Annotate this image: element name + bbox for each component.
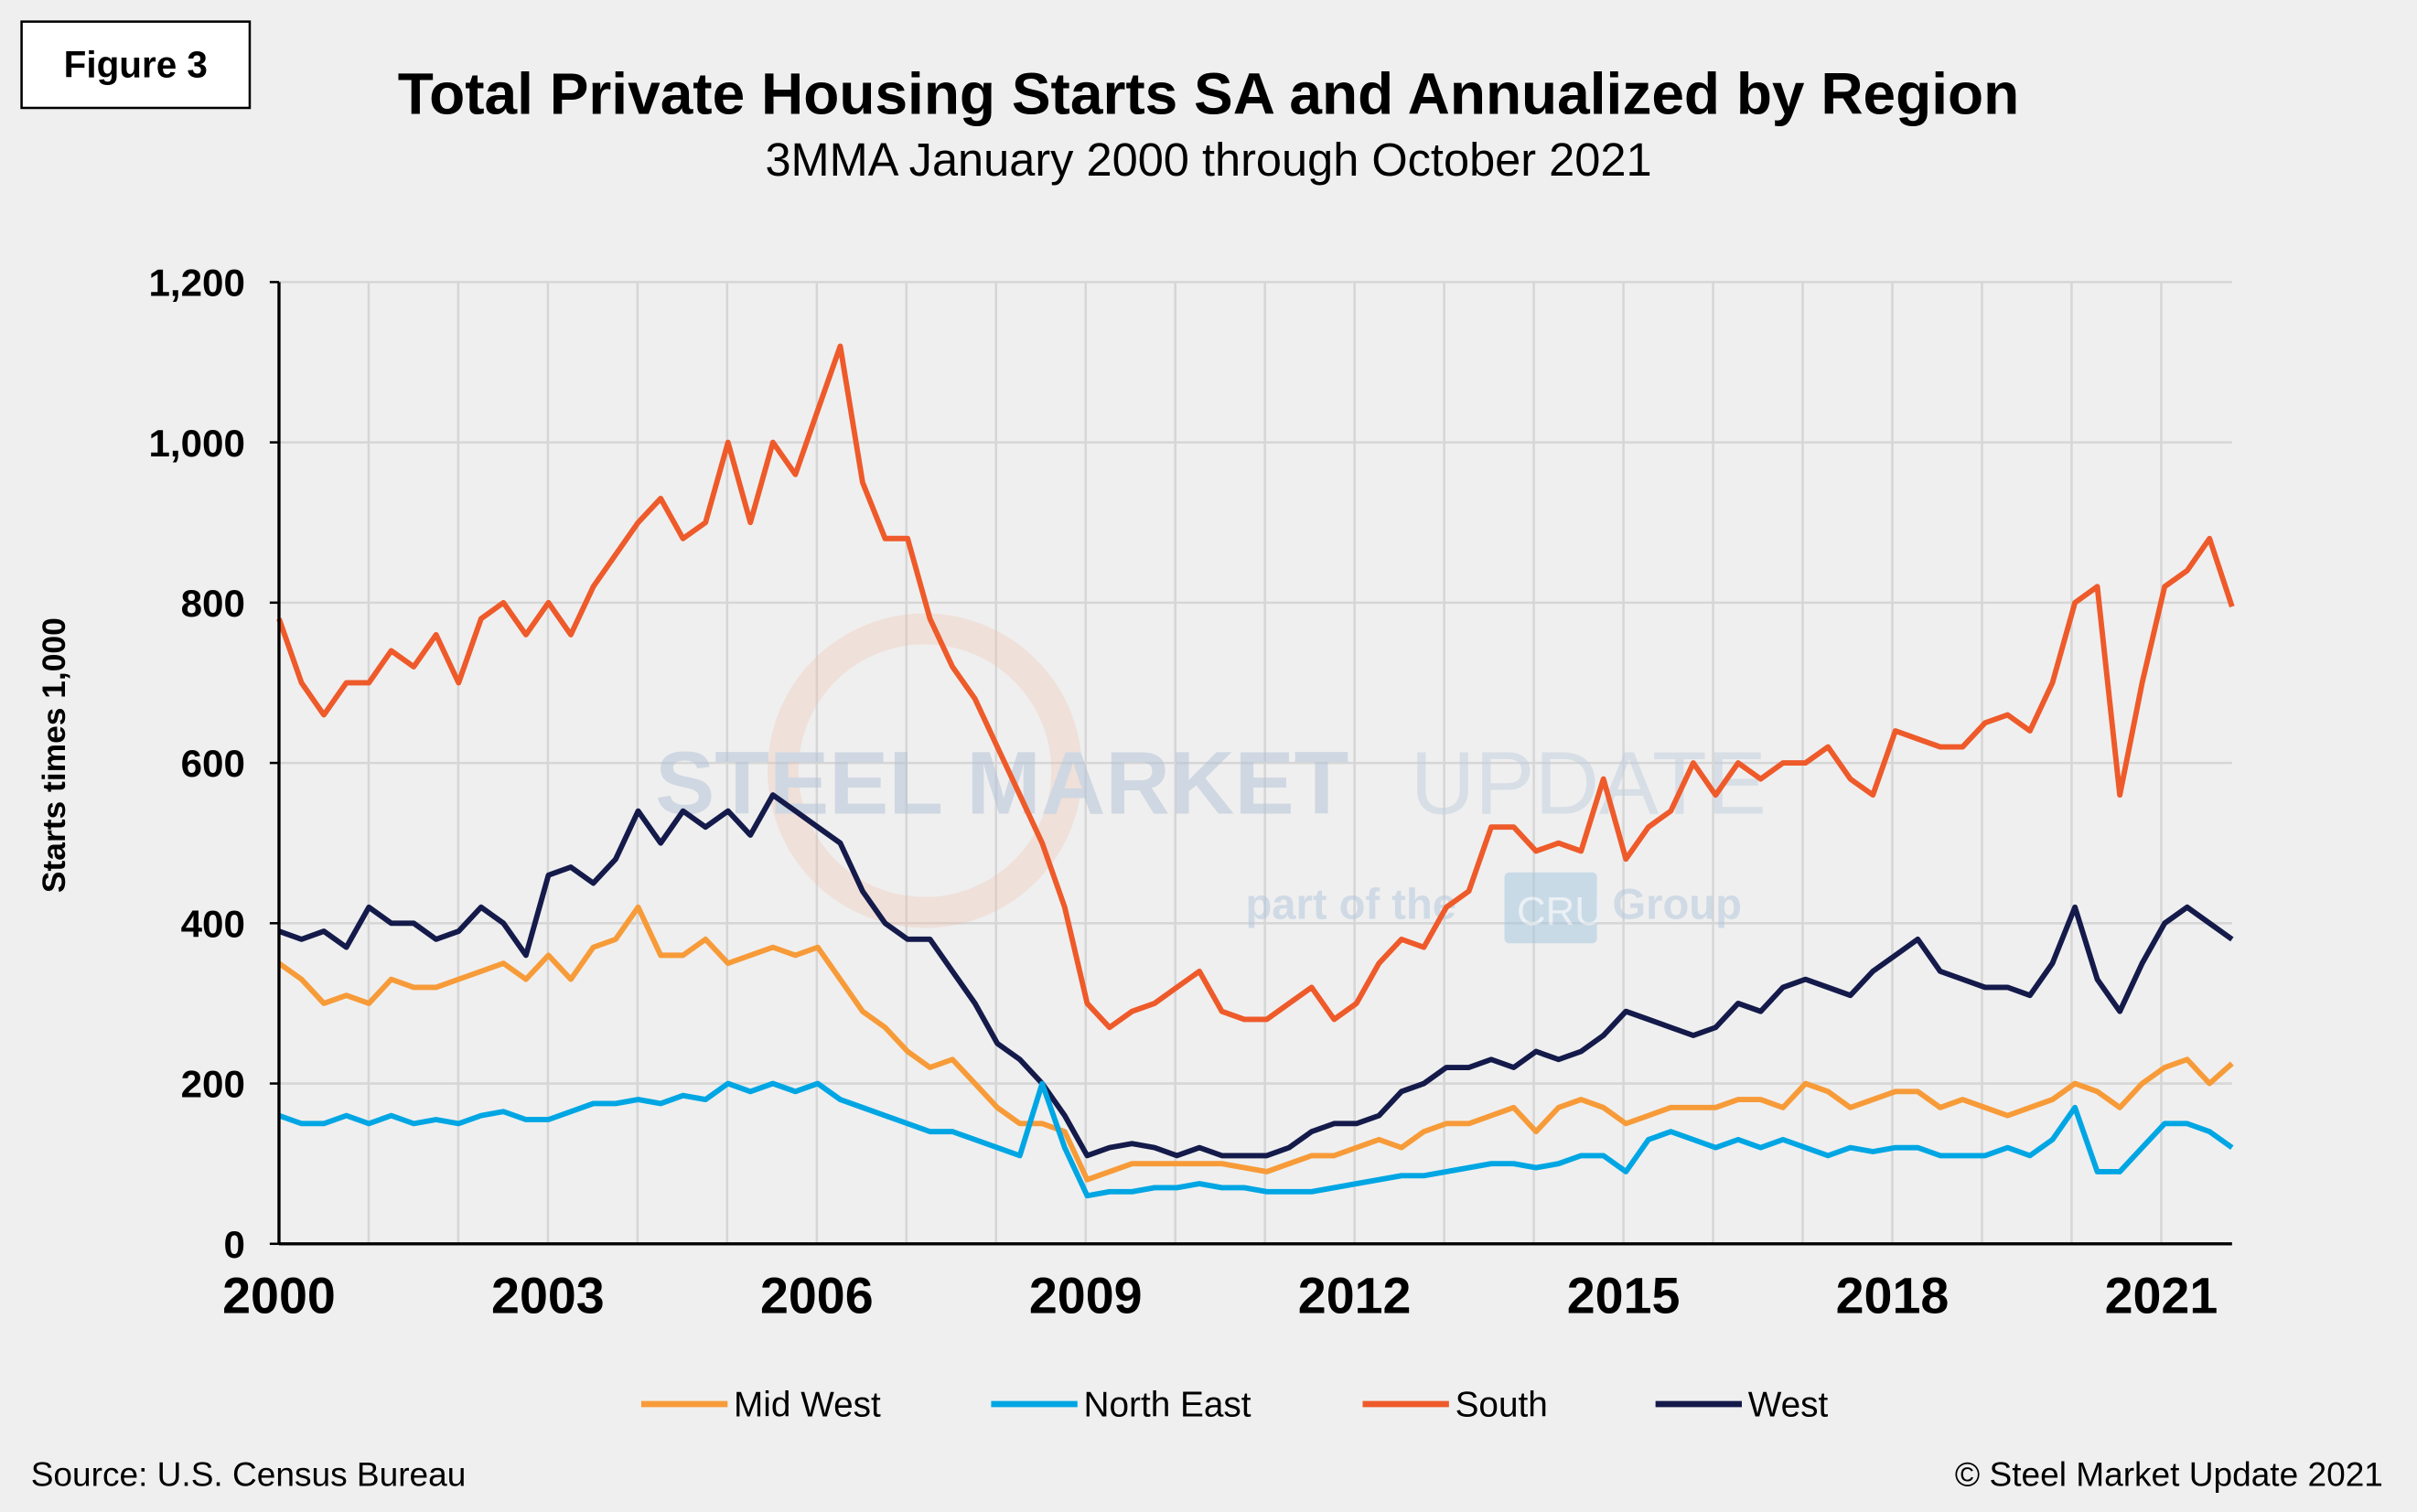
- watermark-part-of-the: part of the: [1245, 879, 1456, 928]
- y-tick-label: 400: [181, 902, 245, 945]
- x-tick-label: 2018: [1836, 1268, 1950, 1324]
- legend-label: Mid West: [734, 1386, 881, 1425]
- legend-label: West: [1748, 1386, 1829, 1425]
- legend-label: South: [1456, 1386, 1548, 1425]
- axes: 0 200 400 600 800 1,000 1,200 2000 2003 2006 2009 2…: [149, 262, 2232, 1324]
- x-tick-label: 2003: [491, 1268, 605, 1324]
- y-tick-label: 1,200: [149, 262, 245, 305]
- x-tick-label: 2021: [2105, 1268, 2218, 1324]
- series-line-south: [276, 343, 2235, 1031]
- y-tick-label: 800: [181, 582, 245, 625]
- x-tick-label: 2012: [1298, 1268, 1412, 1324]
- x-tick-label: 2015: [1567, 1268, 1681, 1324]
- copyright-note: © Steel Market Update 2021: [1955, 1454, 2383, 1493]
- watermark-steel-market: STEEL MARKET: [655, 734, 1348, 833]
- source-note: Source: U.S. Census Bureau: [31, 1454, 467, 1493]
- figure-label-box: [20, 20, 252, 110]
- watermark-update: UPDATE: [1411, 734, 1767, 833]
- legend-label: North East: [1084, 1386, 1251, 1425]
- watermark-cru: CRU: [1517, 889, 1604, 934]
- chart-subtitle: 3MMA January 2000 through October 2021: [765, 134, 1651, 186]
- y-tick-label: 0: [223, 1223, 244, 1266]
- series-line-west: [277, 792, 2234, 1159]
- x-tick-label: 2009: [1029, 1268, 1143, 1324]
- x-tick-label: 2006: [760, 1268, 874, 1324]
- y-tick-label: 200: [181, 1063, 245, 1106]
- watermark-cru-box: [1504, 872, 1597, 944]
- watermark-group: Group: [1612, 879, 1741, 928]
- gridlines: [278, 281, 2232, 1244]
- figure-label: Figure 3: [64, 43, 208, 85]
- series-lines: [276, 343, 2235, 1199]
- y-tick-label: 1,000: [149, 422, 245, 465]
- series-line-north-east: [277, 1080, 2234, 1199]
- x-tick-label: 2000: [222, 1268, 336, 1324]
- y-axis-label: Starts times 1,000: [37, 617, 72, 893]
- y-tick-label: 600: [181, 742, 245, 785]
- series-line-mid-west: [277, 904, 2234, 1183]
- legend: Mid West North East South West: [640, 1386, 1829, 1425]
- watermark-logo-ring: [768, 613, 1082, 928]
- chart-title: Total Private Housing Starts SA and Annu…: [398, 61, 2020, 127]
